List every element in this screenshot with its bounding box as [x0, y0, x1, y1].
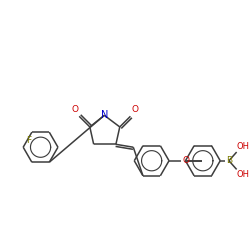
Text: N: N	[101, 110, 108, 120]
Text: OH: OH	[237, 142, 250, 151]
Text: O: O	[131, 106, 138, 114]
Text: O: O	[71, 106, 78, 114]
Text: B: B	[226, 156, 232, 165]
Text: F: F	[26, 136, 31, 145]
Text: O: O	[182, 156, 190, 165]
Text: OH: OH	[237, 170, 250, 179]
